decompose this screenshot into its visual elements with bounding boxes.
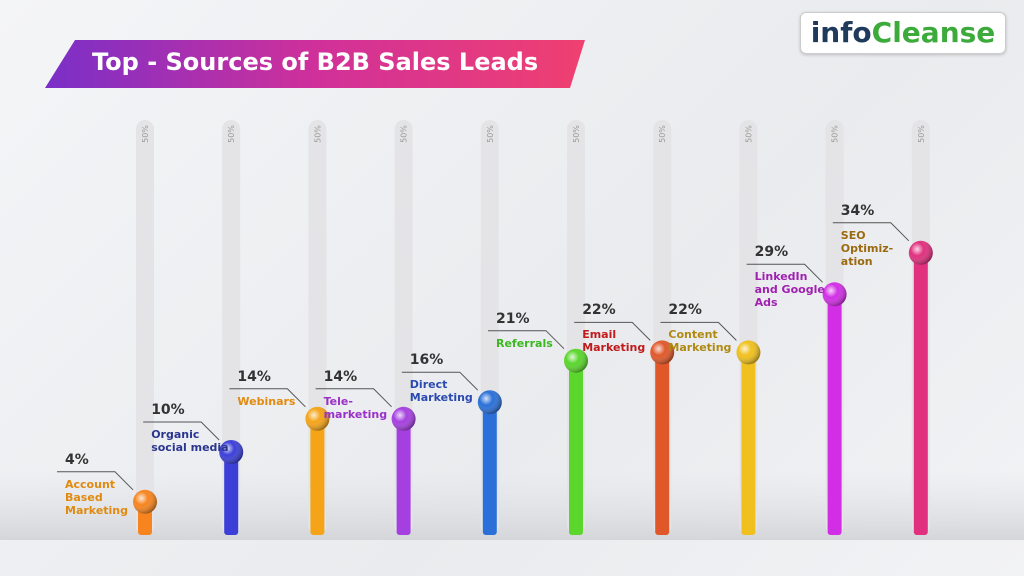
bar-cap-shine — [305, 406, 330, 431]
value-label: 22% — [582, 302, 616, 319]
value-label: 22% — [668, 302, 702, 319]
leader-line — [57, 471, 134, 491]
tube-max-label: 50% — [227, 125, 236, 143]
category-label: Direct Marketing — [409, 378, 473, 405]
value-label: 21% — [496, 310, 530, 327]
leader-line — [574, 321, 651, 341]
leader-line — [660, 321, 737, 341]
bar-cap-shine — [822, 282, 847, 307]
tube-max-label: 50% — [917, 125, 926, 143]
tube-max-label: 50% — [400, 125, 409, 143]
value-label: 4% — [65, 451, 89, 468]
bar-cap-shine — [219, 440, 244, 464]
tube-max-label: 50% — [572, 125, 581, 143]
chart-title: Top - Sources of B2B Sales Leads — [92, 48, 539, 76]
bar — [655, 352, 670, 535]
bar — [310, 418, 325, 535]
value-label: 10% — [151, 402, 185, 418]
logo: infoCleanse — [800, 12, 1006, 54]
tube-max-label: 50% — [313, 125, 322, 143]
bar — [741, 352, 756, 535]
leader-line — [315, 388, 392, 408]
category-label: SEO Optimiz-ation — [840, 228, 894, 268]
category-label: Webinars — [237, 394, 296, 408]
bar — [224, 452, 239, 535]
leader-line — [143, 421, 220, 441]
bar — [396, 418, 411, 535]
value-label: 16% — [409, 352, 444, 369]
tube-max-label: 50% — [744, 125, 753, 143]
value-label: 14% — [323, 368, 358, 385]
leader-line — [401, 371, 479, 391]
bar — [913, 252, 928, 536]
bar — [569, 360, 583, 535]
value-label: 29% — [754, 244, 789, 261]
bar — [482, 402, 497, 535]
value-label: 34% — [840, 202, 875, 219]
value-label: 14% — [237, 368, 271, 385]
tube-max-label: 50% — [658, 125, 667, 143]
logo-text: Cleanse — [871, 16, 996, 49]
tube — [222, 120, 241, 535]
logo-text: info — [810, 16, 872, 49]
bar-cap-shine — [133, 489, 157, 514]
category-label: Referrals — [496, 336, 553, 350]
tube-max-label: 50% — [141, 125, 150, 143]
leader-line — [488, 330, 565, 350]
bar — [827, 294, 842, 535]
tube — [136, 120, 154, 535]
category-label: LinkedIn and Google Ads — [754, 270, 825, 310]
tube-max-label: 50% — [831, 125, 840, 143]
bar-cap-shine — [564, 348, 588, 373]
bar-cap-shine — [477, 390, 502, 415]
title-banner — [45, 40, 585, 88]
bar-cap-shine — [736, 340, 761, 365]
leader-line — [832, 222, 910, 242]
category-label: Tele-marketing — [323, 394, 388, 421]
category-label: Email Marketing — [582, 328, 646, 355]
leader-line — [746, 263, 823, 283]
category-label: Organic social media — [151, 428, 229, 454]
bar-cap-shine — [391, 406, 416, 431]
bar-cap-shine — [650, 340, 675, 365]
leader-line — [229, 388, 306, 408]
category-label: Content Marketing — [668, 328, 732, 355]
floor — [0, 470, 1024, 540]
bar-cap-shine — [908, 240, 933, 265]
category-label: Account Based Marketing — [65, 477, 129, 517]
tube-max-label: 50% — [486, 125, 495, 143]
